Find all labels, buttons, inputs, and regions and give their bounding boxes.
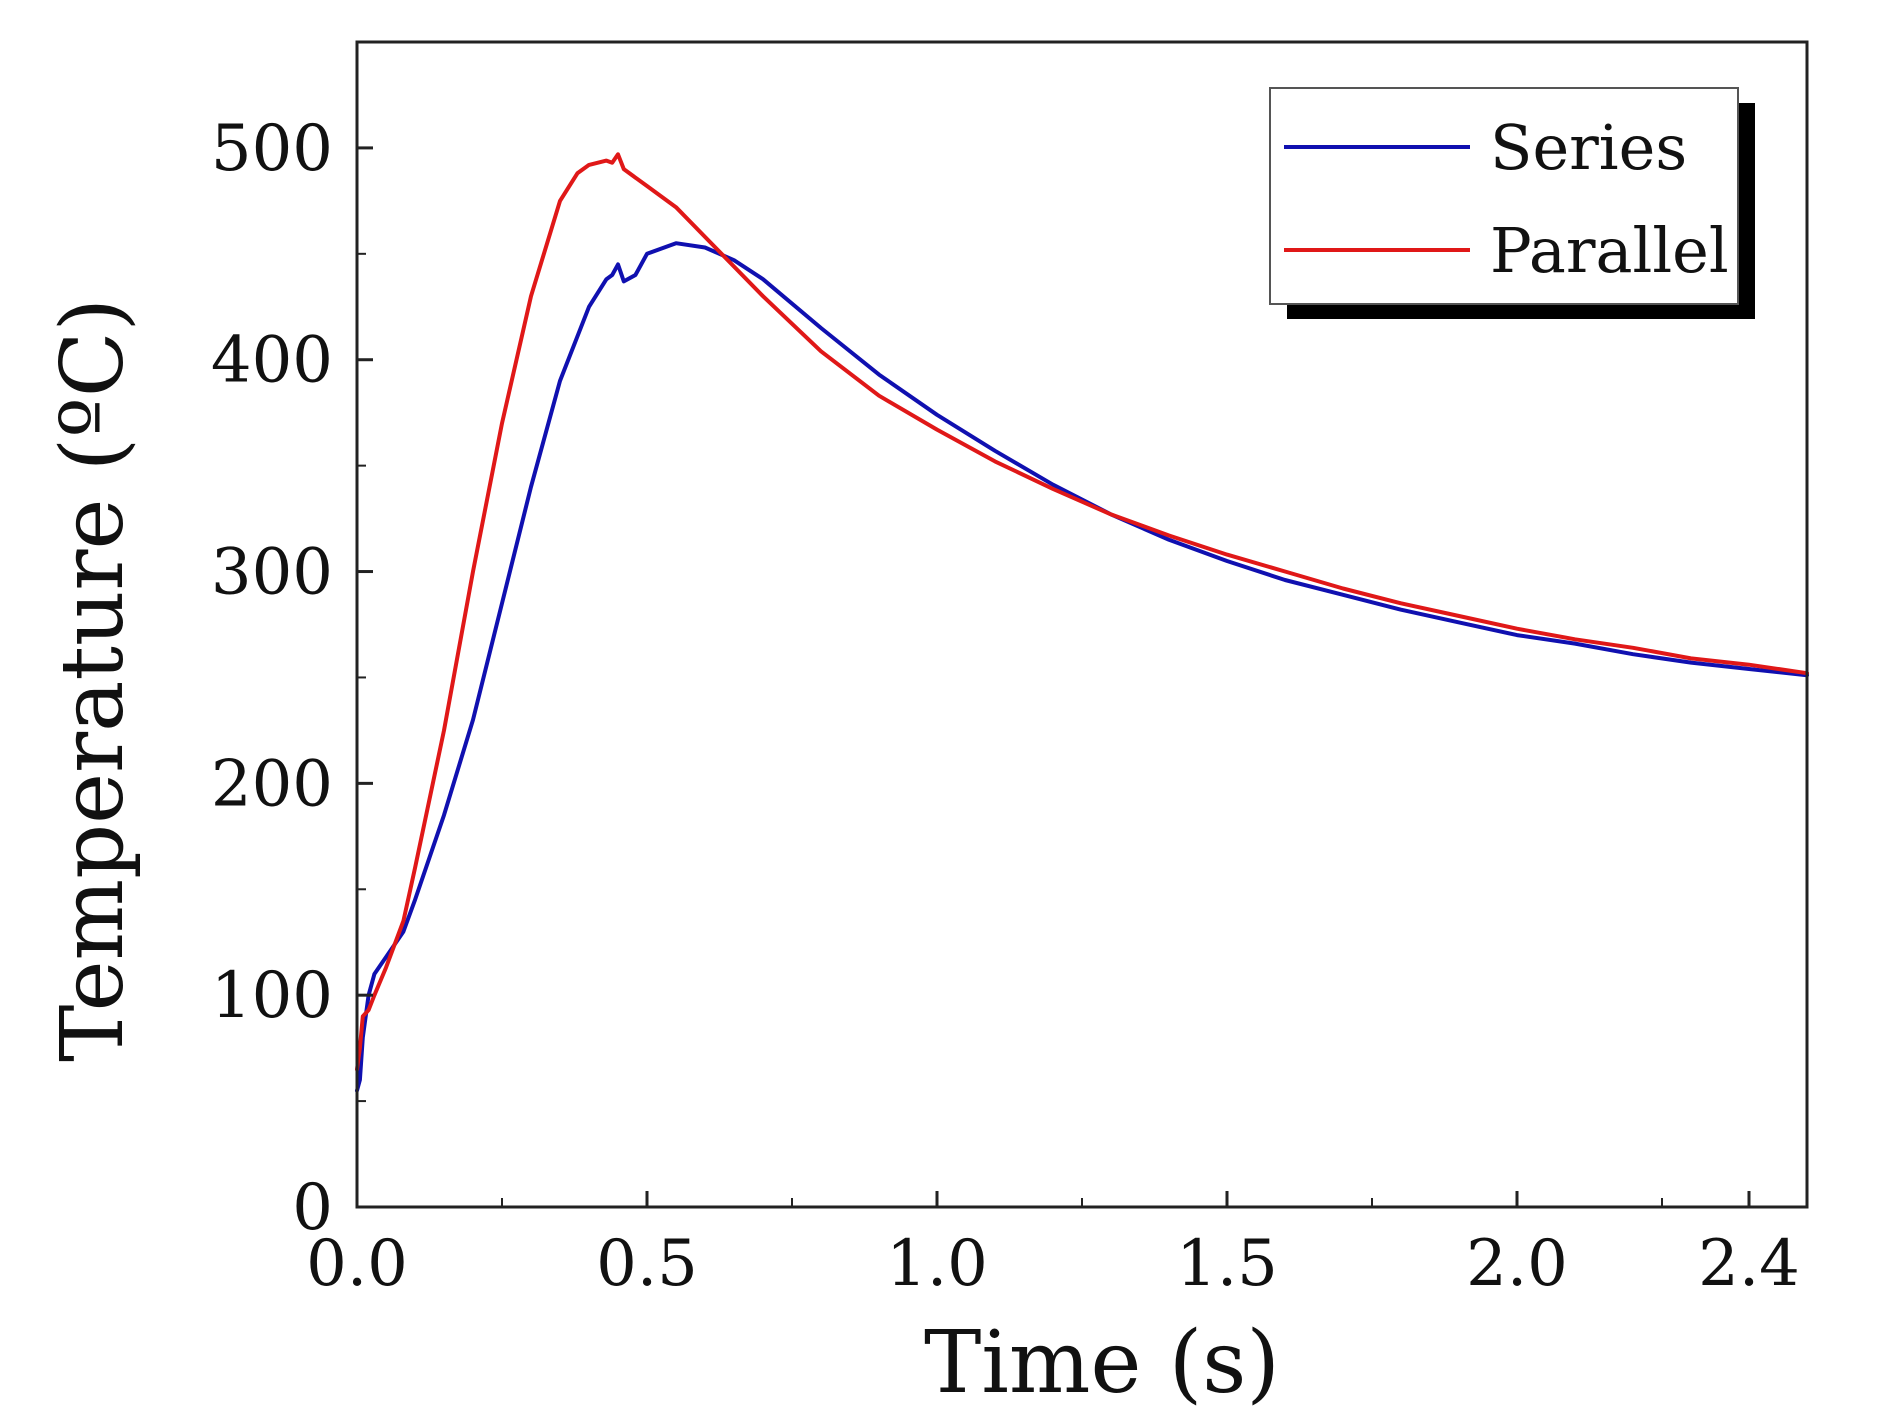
series-line-series (355, 241, 1809, 1093)
ticks-layer: 0.0 0.5 1.0 1.5 2.0 2.4 0 100 200 300 400 500 (211, 112, 1800, 1301)
y-axis-title: Temperature (ºC) (43, 298, 143, 1062)
y-tick-label: 300 (211, 536, 333, 610)
y-tick-label: 0 (292, 1171, 333, 1245)
x-tick-label: 1.5 (1176, 1227, 1278, 1301)
y-tick-label: 100 (211, 959, 333, 1033)
x-tick-label: 0.0 (306, 1227, 408, 1301)
legend-label-series: Series (1490, 111, 1687, 184)
series-line-parallel (355, 152, 1809, 1072)
x-axis-title: Time (s) (924, 1313, 1280, 1413)
x-tick-label: 2.0 (1466, 1227, 1568, 1301)
series-layer (355, 152, 1809, 1093)
y-tick-label: 500 (211, 112, 333, 186)
x-tick-label: 0.5 (596, 1227, 698, 1301)
y-tick-label: 200 (211, 747, 333, 821)
x-tick-label: 1.0 (886, 1227, 988, 1301)
y-tick-label: 400 (211, 324, 333, 398)
legend: Series Parallel (1269, 87, 1755, 319)
x-tick-label: 2.4 (1698, 1227, 1800, 1301)
legend-label-parallel: Parallel (1490, 214, 1729, 287)
legend-box (1269, 87, 1739, 305)
